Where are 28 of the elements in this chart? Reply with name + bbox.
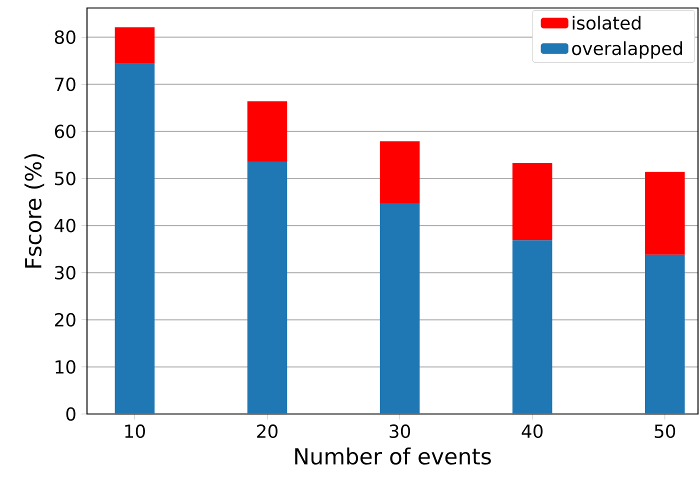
x-tick-label: 40 — [522, 424, 543, 438]
bar — [114, 27, 155, 64]
y-tick-label: 20 — [55, 313, 76, 327]
y-tick-label: 40 — [54, 218, 76, 232]
y-axis-title: Fscore (%) — [24, 154, 44, 268]
bar — [512, 240, 552, 414]
y-tick-label: 60 — [54, 124, 76, 138]
x-tick-label: 10 — [125, 424, 145, 438]
x-axis-title: Number of events — [295, 448, 491, 465]
bar — [380, 141, 420, 204]
bar — [114, 64, 155, 414]
x-tick-label: 20 — [257, 424, 278, 438]
y-tick-label: 80 — [54, 30, 76, 44]
x-tick-label: 30 — [390, 424, 410, 438]
legend-label: overalapped — [572, 41, 682, 59]
y-tick-label: 70 — [55, 77, 76, 92]
x-tick-label: 50 — [654, 424, 676, 438]
y-tick-label: 30 — [55, 266, 76, 280]
bar — [644, 254, 685, 414]
bar — [247, 101, 288, 162]
bar — [380, 204, 420, 414]
bar — [644, 172, 685, 255]
legend-label: isolated — [572, 16, 640, 30]
bar — [512, 162, 552, 240]
y-tick-label: 0 — [66, 407, 76, 421]
bar — [247, 162, 288, 414]
y-tick-label: 50 — [55, 172, 76, 186]
y-tick-label: 10 — [56, 360, 76, 374]
